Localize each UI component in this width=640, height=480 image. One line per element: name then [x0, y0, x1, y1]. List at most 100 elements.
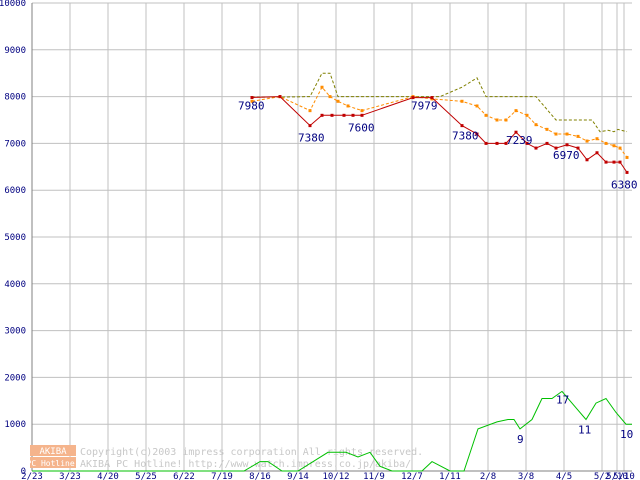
- data-point: [495, 141, 499, 145]
- x-tick-label: 4/20: [97, 472, 119, 480]
- copyright-watermark: AKIBA PC Hotline! Copyright(c)2003 impre…: [27, 445, 423, 470]
- y-tick-label: 8000: [4, 93, 26, 103]
- x-tick-label: 5/10: [613, 472, 635, 480]
- data-label: 7380: [298, 132, 325, 145]
- x-tick-label: 2/8: [480, 472, 496, 480]
- data-label: 6970: [553, 149, 580, 162]
- data-point: [612, 144, 616, 148]
- data-label: 9: [517, 433, 524, 446]
- data-point: [342, 113, 346, 117]
- data-point: [576, 134, 580, 138]
- data-point: [250, 96, 254, 100]
- y-tick-label: 7000: [4, 139, 26, 149]
- x-tick-label: 11/9: [363, 472, 385, 480]
- x-tick-label: 3/8: [518, 472, 534, 480]
- x-tick-label: 5/2: [594, 472, 610, 480]
- y-tick-label: 9000: [4, 46, 26, 56]
- data-point: [525, 113, 529, 117]
- x-tick-label: 2/23: [21, 472, 43, 480]
- copyright-text: Copyright(c)2003 impress corporation All…: [80, 447, 423, 458]
- series-line-avg: [251, 86, 628, 158]
- data-point: [360, 113, 364, 117]
- data-point: [320, 113, 324, 117]
- data-point: [625, 155, 629, 159]
- data-point: [351, 113, 355, 117]
- series-top: [252, 72, 628, 133]
- y-tick-label: 1000: [4, 420, 26, 430]
- series-line-top: [252, 72, 628, 133]
- data-label: 7979: [411, 100, 438, 113]
- data-point: [604, 141, 608, 145]
- data-point: [484, 141, 488, 145]
- akiba-logo-top: [30, 445, 76, 456]
- data-point: [330, 113, 334, 117]
- pc-hotline-logo-text: PC Hotline!: [27, 459, 80, 468]
- data-label: 11: [578, 424, 591, 437]
- data-point: [514, 109, 518, 113]
- data-point: [460, 99, 464, 103]
- series-min: [250, 95, 629, 174]
- data-point: [484, 113, 488, 117]
- data-point: [346, 104, 350, 108]
- x-tick-label: 5/10: [606, 472, 628, 480]
- x-tick-label: 10/12: [322, 472, 349, 480]
- data-point: [475, 104, 479, 108]
- data-point: [411, 96, 415, 100]
- data-point: [595, 137, 599, 141]
- x-tick-label: 3/23: [59, 472, 81, 480]
- y-tick-label: 6000: [4, 186, 26, 196]
- data-point: [618, 146, 622, 150]
- data-point: [250, 99, 254, 103]
- data-label: 7980: [238, 100, 265, 113]
- data-label: 7239: [506, 134, 533, 147]
- data-point: [554, 132, 558, 136]
- site-url-text: AKIBA PC Hotline! http://www.watch.impre…: [80, 459, 411, 470]
- data-label: 10: [620, 428, 633, 441]
- data-point: [328, 95, 332, 99]
- akiba-logo-bottom: [30, 457, 76, 468]
- chart-series: [32, 72, 632, 472]
- data-point: [565, 143, 569, 147]
- data-point: [495, 118, 499, 122]
- x-tick-label: 9/14: [287, 472, 309, 480]
- data-point: [595, 151, 599, 155]
- data-label: 17: [556, 393, 569, 406]
- data-point: [525, 141, 529, 145]
- series-line-count: [32, 390, 632, 472]
- x-tick-label: 5/25: [135, 472, 157, 480]
- x-axis-tick-labels: 2/23 3/23 4/20 5/25 6/22 7/19 8/16 9/14 10/12 11/…: [21, 472, 635, 480]
- data-point: [618, 160, 622, 164]
- data-point: [545, 127, 549, 131]
- x-tick-label: 8/16: [249, 472, 271, 480]
- y-tick-label: 4000: [4, 280, 26, 290]
- y-axis-tick-labels: 0 1000 2000 3000 4000 5000 6000 7000 8000 9000 100…: [0, 0, 26, 477]
- data-label: 7380: [452, 130, 479, 143]
- x-tick-label: 4/5: [556, 472, 572, 480]
- data-point: [534, 123, 538, 127]
- y-tick-label: 5000: [4, 233, 26, 243]
- x-tick-label: 12/7: [401, 472, 423, 480]
- data-point: [612, 160, 616, 164]
- y-tick-label: 3000: [4, 327, 26, 337]
- data-point: [475, 132, 479, 136]
- data-point: [514, 130, 518, 134]
- data-point: [585, 139, 589, 143]
- data-point: [625, 170, 629, 174]
- data-label: 6380: [611, 178, 638, 191]
- data-point: [336, 99, 340, 103]
- akiba-logo-text: AKIBA: [39, 447, 67, 457]
- series-line-min: [251, 96, 628, 173]
- data-point: [430, 96, 434, 100]
- data-point: [534, 146, 538, 150]
- y-tick-label: 0: [21, 467, 26, 477]
- data-point: [308, 109, 312, 113]
- y-tick-label: 2000: [4, 373, 26, 383]
- data-point: [320, 85, 324, 89]
- data-point: [278, 95, 282, 99]
- y-tick-label: 10000: [0, 0, 26, 9]
- data-point: [565, 132, 569, 136]
- data-point: [576, 146, 580, 150]
- grid-lines: [31, 2, 632, 472]
- data-point: [504, 118, 508, 122]
